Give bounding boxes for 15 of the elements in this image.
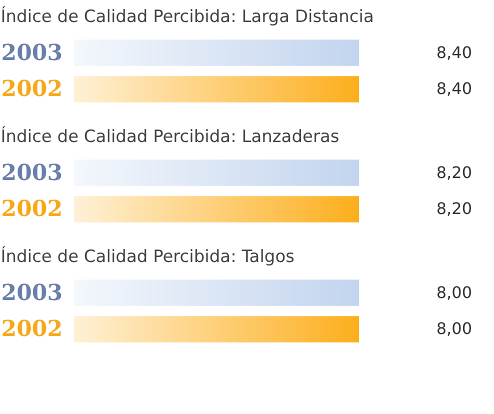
data-label: 8,40	[436, 79, 472, 98]
y-tick-label: 2003	[1, 280, 62, 306]
chart-title: Índice de Calidad Percibida: Lanzaderas	[0, 126, 340, 147]
y-tick-label: 2002	[1, 316, 62, 342]
y-tick-label: 2003	[1, 160, 62, 186]
chart-title: Índice de Calidad Percibida: Talgos	[0, 246, 295, 267]
y-tick-label: 2003	[1, 40, 62, 66]
data-label: 8,00	[436, 282, 472, 302]
y-tick-label: 2002	[1, 76, 62, 102]
data-label: 8,00	[436, 319, 472, 338]
data-label: 8,40	[436, 42, 472, 62]
y-tick-label: 2002	[1, 196, 62, 222]
chart-title: Índice de Calidad Percibida: Larga Distancia	[0, 6, 374, 27]
data-label: 8,20	[436, 162, 472, 182]
data-label: 8,20	[436, 199, 472, 218]
